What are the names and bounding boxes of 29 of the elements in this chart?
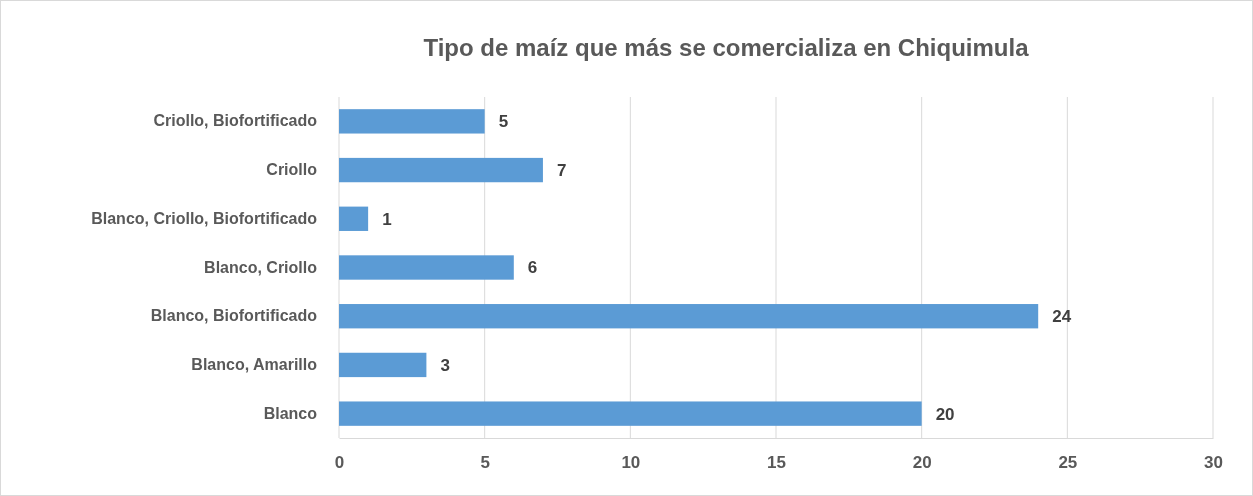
y-tick-label: Blanco, Criollo xyxy=(204,258,318,276)
bar xyxy=(339,401,922,426)
y-tick-label: Blanco xyxy=(263,404,318,422)
y-tick-label: Blanco, Criollo, Biofortificado xyxy=(91,209,318,227)
x-tick-label: 25 xyxy=(1058,453,1078,473)
data-label: 3 xyxy=(440,355,450,375)
data-label: 20 xyxy=(935,404,955,424)
data-label: 6 xyxy=(527,258,538,278)
bar xyxy=(339,255,514,280)
bar xyxy=(339,157,543,183)
y-tick-label: Criollo, Biofortificado xyxy=(153,112,318,130)
y-tick-label: Blanco, Amarillo xyxy=(191,356,318,374)
data-label: 5 xyxy=(498,112,509,132)
bar xyxy=(339,352,427,378)
chart-title: Tipo de maíz que más se comercializa en Chiquimula xyxy=(423,34,1030,61)
x-tick-label: 10 xyxy=(621,453,641,473)
y-tick-label: Blanco, Biofortificado xyxy=(150,307,318,325)
y-tick-label: Criollo xyxy=(266,161,318,179)
data-label: 1 xyxy=(382,209,392,229)
x-tick-label: 20 xyxy=(912,453,932,473)
x-tick-label: 15 xyxy=(767,453,786,473)
x-tick-label: 5 xyxy=(480,453,490,473)
x-tick-label: 0 xyxy=(334,453,345,473)
data-label: 7 xyxy=(556,161,567,181)
bar xyxy=(339,109,485,134)
data-label: 24 xyxy=(1052,307,1072,327)
x-tick-label: 30 xyxy=(1204,453,1223,473)
bar xyxy=(339,206,369,231)
bar xyxy=(339,304,1039,329)
